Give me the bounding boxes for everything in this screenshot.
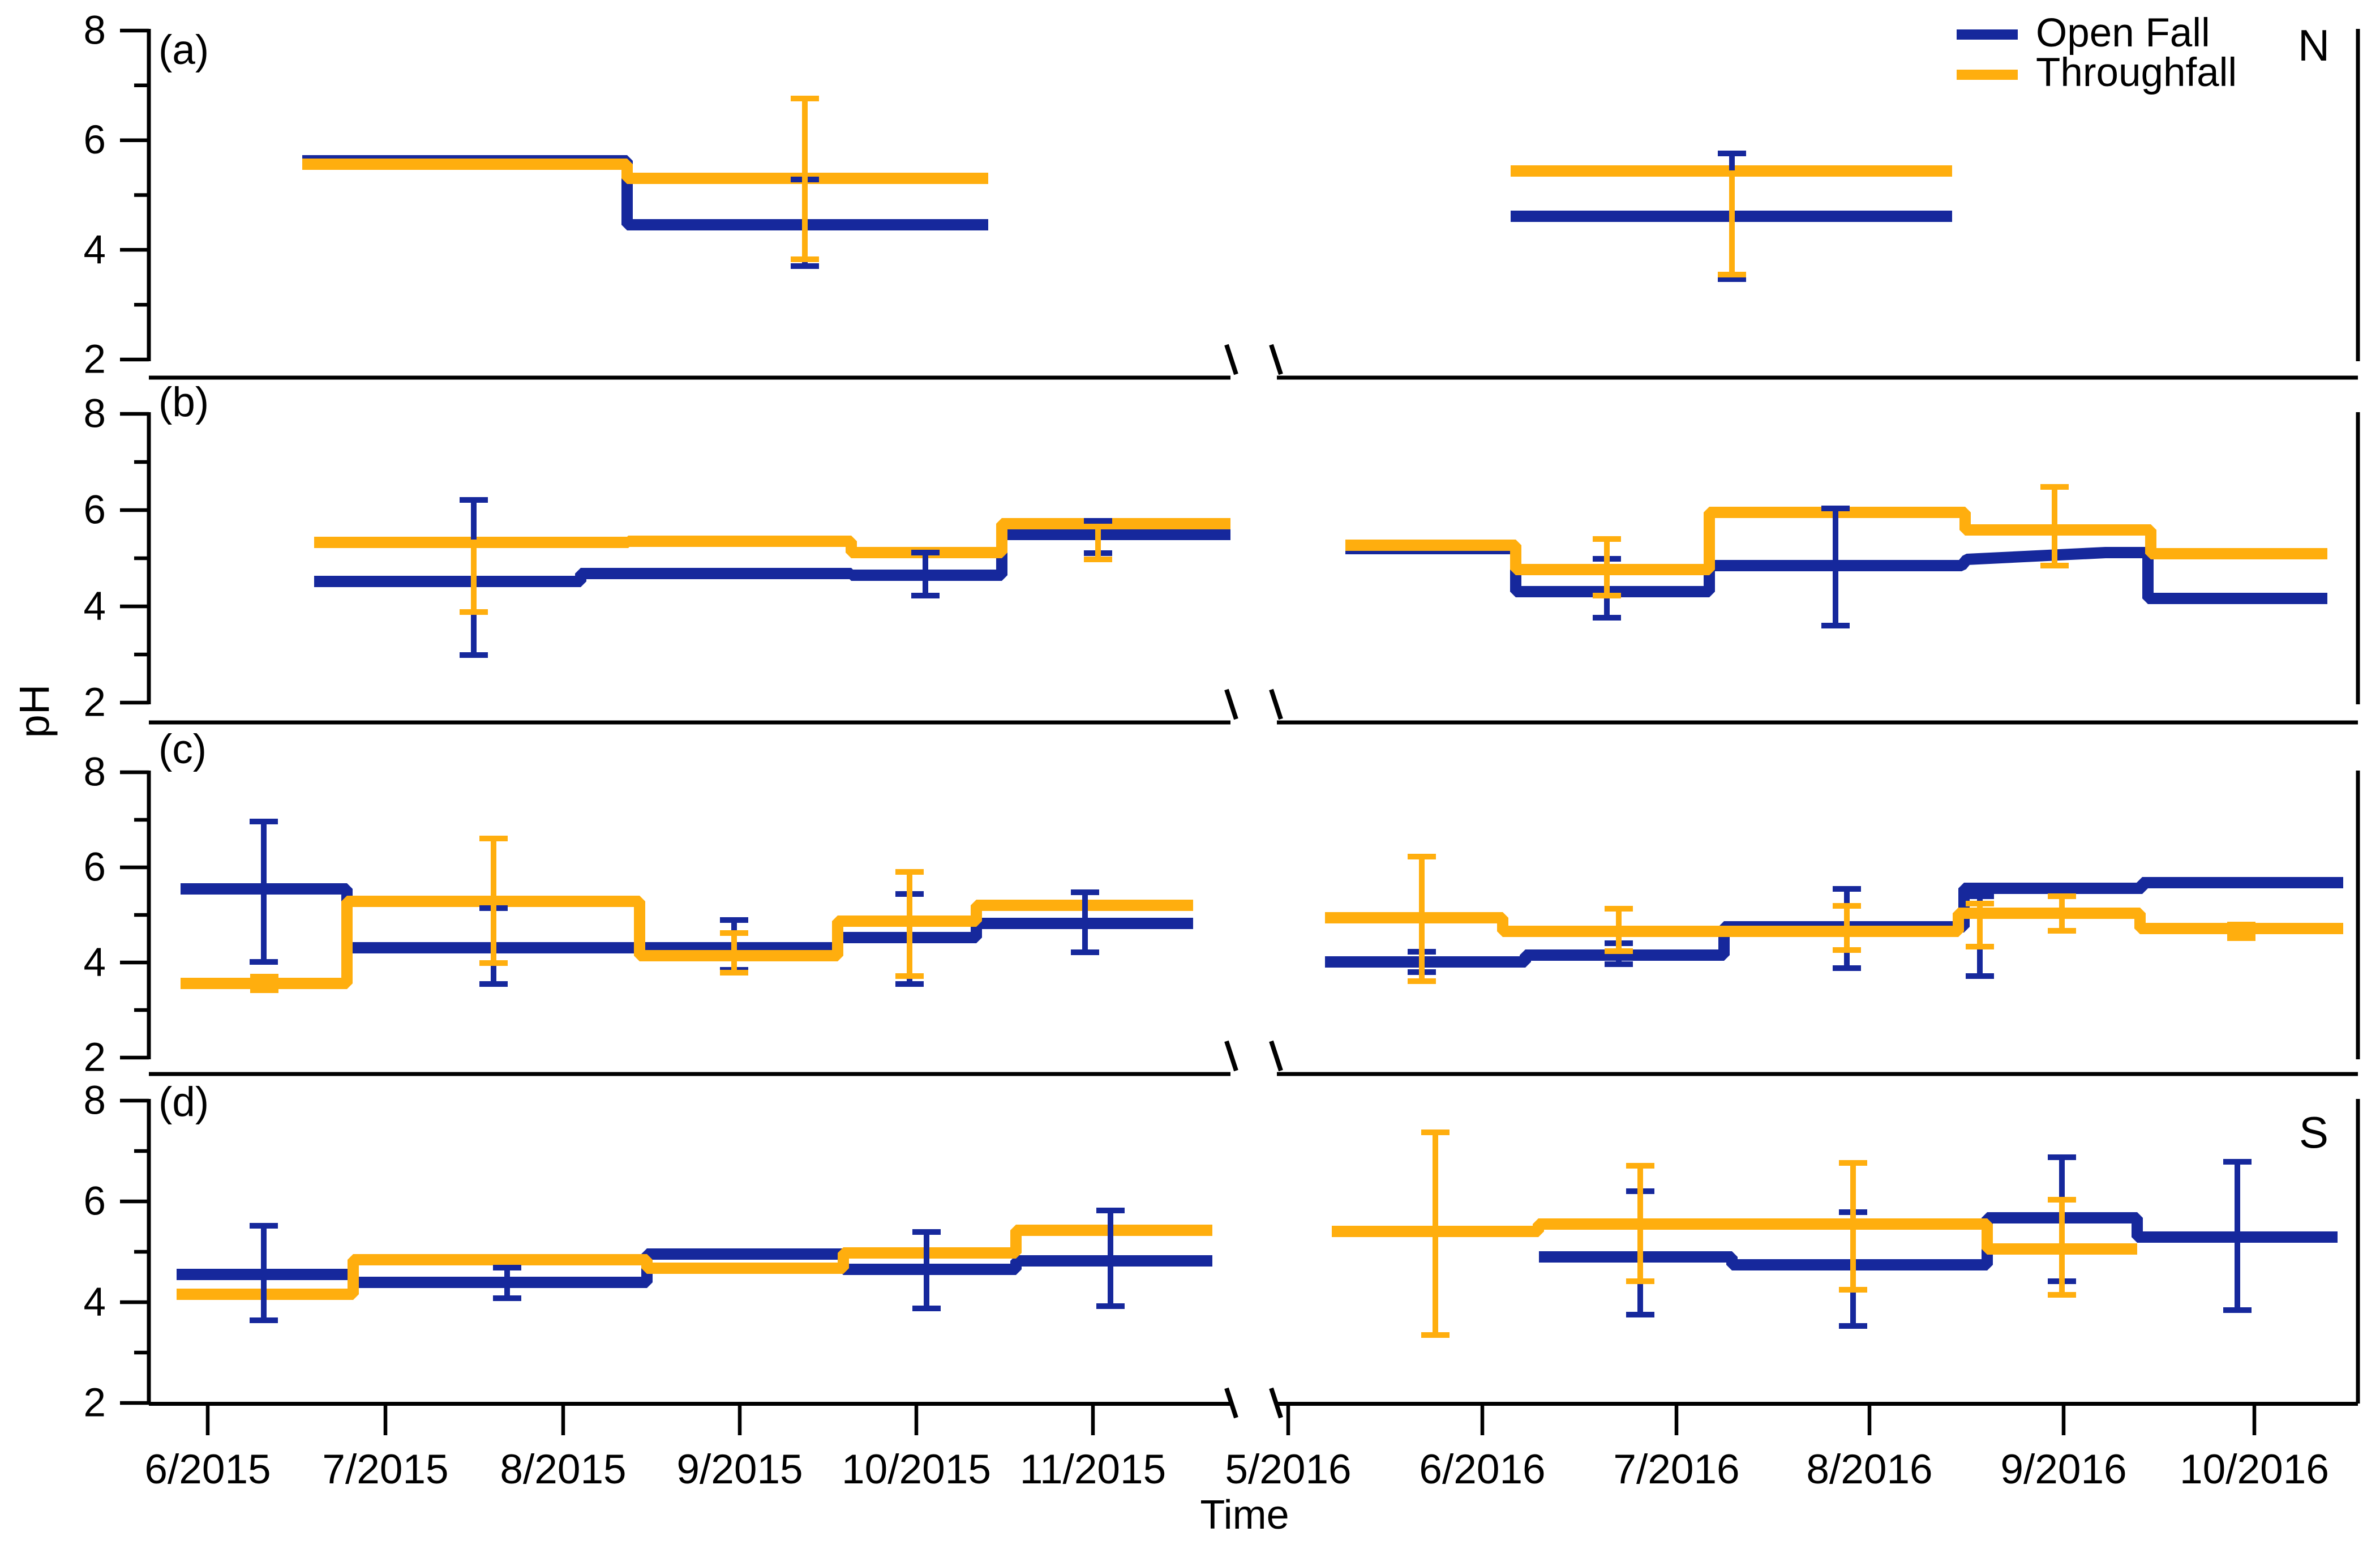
svg-text:(c): (c): [158, 726, 207, 772]
svg-text:6: 6: [84, 488, 106, 533]
svg-text:(b): (b): [158, 379, 209, 425]
svg-text:(a): (a): [158, 27, 209, 73]
svg-text:6: 6: [84, 1179, 106, 1224]
svg-text:Open Fall: Open Fall: [2036, 11, 2210, 55]
svg-text:10/2016: 10/2016: [2180, 1447, 2329, 1492]
svg-text:2: 2: [84, 1381, 106, 1426]
svg-text:8: 8: [84, 1079, 106, 1123]
svg-text:4: 4: [84, 584, 106, 629]
svg-text:8: 8: [84, 750, 106, 795]
svg-text:Time: Time: [1200, 1492, 1289, 1538]
svg-text:4: 4: [84, 228, 106, 272]
svg-text:9/2016: 9/2016: [2000, 1447, 2126, 1492]
svg-text:9/2015: 9/2015: [676, 1447, 803, 1492]
svg-text:10/2015: 10/2015: [842, 1447, 991, 1492]
svg-text:2: 2: [84, 681, 106, 725]
svg-text:4: 4: [84, 940, 106, 985]
svg-text:6/2016: 6/2016: [1419, 1447, 1545, 1492]
svg-text:8/2015: 8/2015: [500, 1447, 626, 1492]
svg-text:6/2015: 6/2015: [144, 1447, 271, 1492]
svg-text:6: 6: [84, 118, 106, 162]
svg-text:5/2016: 5/2016: [1225, 1447, 1351, 1492]
svg-text:(d): (d): [158, 1079, 209, 1125]
svg-text:2: 2: [84, 1036, 106, 1080]
svg-text:8/2016: 8/2016: [1806, 1447, 1932, 1492]
svg-text:8: 8: [84, 8, 106, 53]
svg-text:pH: pH: [11, 684, 58, 738]
svg-text:2: 2: [84, 337, 106, 382]
svg-text:7/2015: 7/2015: [322, 1447, 448, 1492]
svg-text:7/2016: 7/2016: [1613, 1447, 1739, 1492]
svg-text:8: 8: [84, 392, 106, 437]
svg-text:N: N: [2298, 20, 2330, 70]
svg-text:S: S: [2299, 1107, 2328, 1157]
svg-text:6: 6: [84, 845, 106, 890]
svg-text:11/2015: 11/2015: [1020, 1447, 1166, 1492]
svg-text:Throughfall: Throughfall: [2036, 50, 2237, 95]
svg-text:4: 4: [84, 1280, 106, 1325]
